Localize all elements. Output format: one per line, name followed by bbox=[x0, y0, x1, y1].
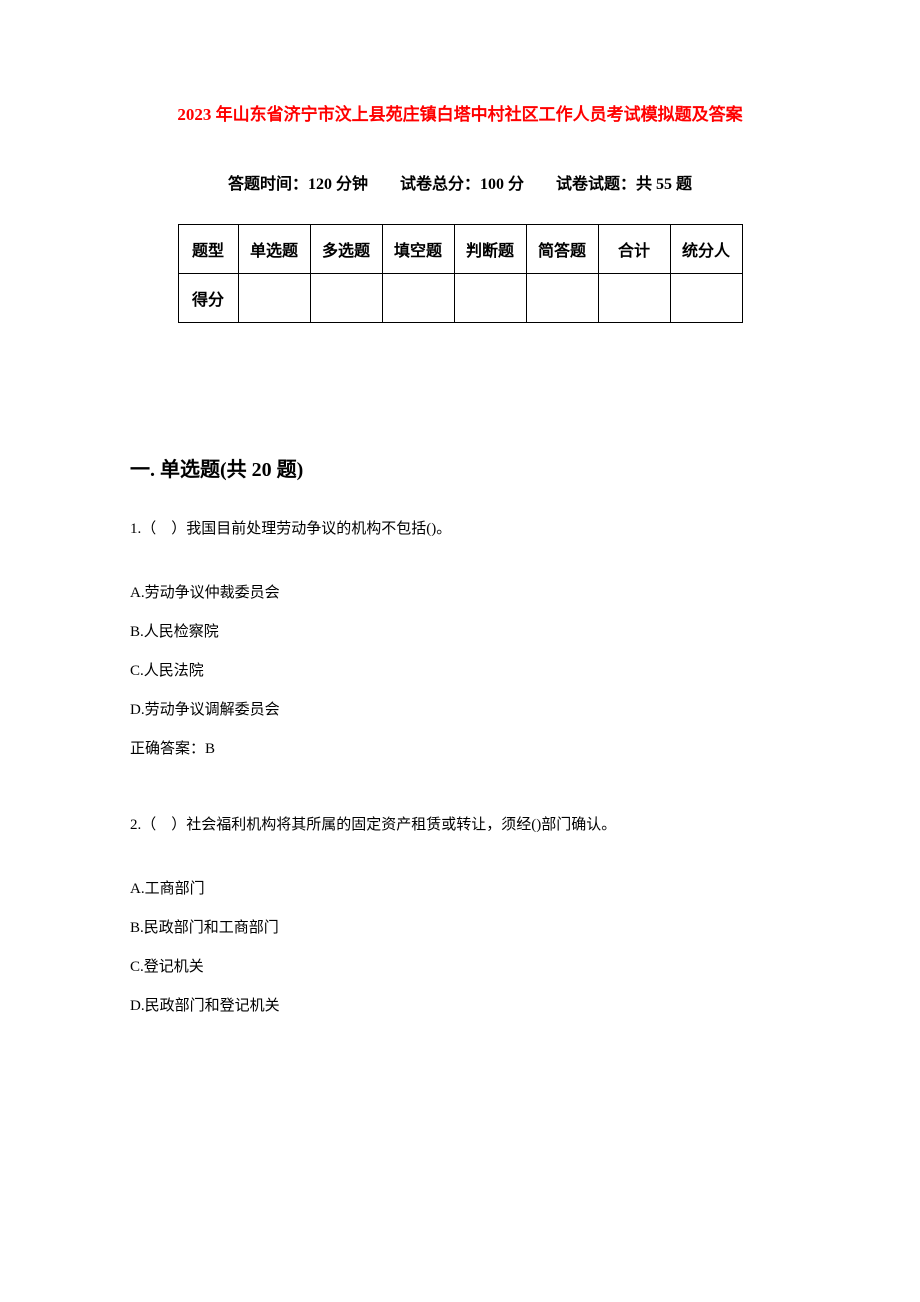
answer-value: B bbox=[205, 741, 215, 757]
option-c: C.人民法院 bbox=[130, 659, 790, 680]
question-stem: 1.（ ）我国目前处理劳动争议的机构不包括()。 bbox=[130, 517, 790, 541]
answer-label: 正确答案： bbox=[130, 741, 205, 757]
option-b: B.民政部门和工商部门 bbox=[130, 916, 790, 937]
table-header-row: 题型 单选题 多选题 填空题 判断题 简答题 合计 统分人 bbox=[178, 225, 742, 274]
option-a: A.劳动争议仲裁委员会 bbox=[130, 581, 790, 602]
question-number: 2.（ ） bbox=[130, 817, 186, 833]
section-heading: 一. 单选题(共 20 题) bbox=[130, 453, 790, 482]
table-header-cell: 简答题 bbox=[526, 225, 598, 274]
question-stem: 2.（ ）社会福利机构将其所属的固定资产租赁或转让，须经()部门确认。 bbox=[130, 813, 790, 837]
question-options: A.工商部门 B.民政部门和工商部门 C.登记机关 D.民政部门和登记机关 bbox=[130, 877, 790, 1015]
exam-title: 2023 年山东省济宁市汶上县苑庄镇白塔中村社区工作人员考试模拟题及答案 bbox=[130, 100, 790, 125]
table-row: 得分 bbox=[178, 274, 742, 323]
score-table: 题型 单选题 多选题 填空题 判断题 简答题 合计 统分人 得分 bbox=[178, 224, 743, 323]
option-c: C.登记机关 bbox=[130, 955, 790, 976]
table-cell bbox=[526, 274, 598, 323]
question-options: A.劳动争议仲裁委员会 B.人民检察院 C.人民法院 D.劳动争议调解委员会 bbox=[130, 581, 790, 719]
table-cell bbox=[598, 274, 670, 323]
question-text: 社会福利机构将其所属的固定资产租赁或转让，须经()部门确认。 bbox=[186, 817, 616, 833]
table-header-cell: 统分人 bbox=[670, 225, 742, 274]
table-cell: 得分 bbox=[178, 274, 238, 323]
table-header-cell: 判断题 bbox=[454, 225, 526, 274]
table-header-cell: 单选题 bbox=[238, 225, 310, 274]
table-header-cell: 多选题 bbox=[310, 225, 382, 274]
table-header-cell: 填空题 bbox=[382, 225, 454, 274]
table-cell bbox=[310, 274, 382, 323]
question-number: 1.（ ） bbox=[130, 521, 186, 537]
exam-meta: 答题时间：120 分钟 试卷总分：100 分 试卷试题：共 55 题 bbox=[130, 170, 790, 194]
table-cell bbox=[382, 274, 454, 323]
option-b: B.人民检察院 bbox=[130, 620, 790, 641]
question-text: 我国目前处理劳动争议的机构不包括()。 bbox=[186, 521, 451, 537]
table-header-cell: 题型 bbox=[178, 225, 238, 274]
question-answer: 正确答案：B bbox=[130, 737, 790, 758]
table-cell bbox=[238, 274, 310, 323]
option-d: D.劳动争议调解委员会 bbox=[130, 698, 790, 719]
option-d: D.民政部门和登记机关 bbox=[130, 994, 790, 1015]
table-header-cell: 合计 bbox=[598, 225, 670, 274]
table-cell bbox=[670, 274, 742, 323]
table-cell bbox=[454, 274, 526, 323]
option-a: A.工商部门 bbox=[130, 877, 790, 898]
